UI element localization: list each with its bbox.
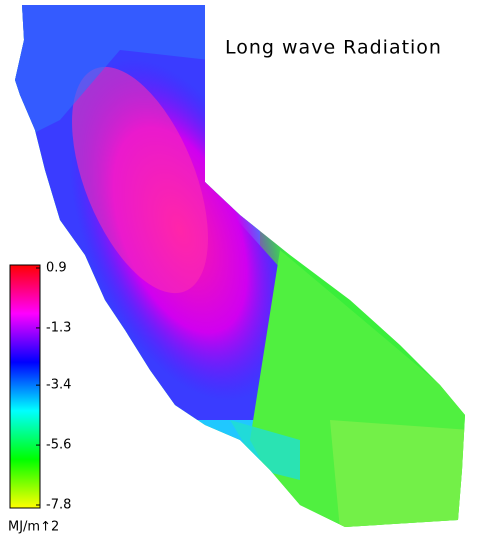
colorbar-tick-label: -1.3 — [46, 320, 71, 335]
colorbar-tick-label: -5.6 — [46, 438, 71, 453]
colorbar-tick-label: -7.8 — [46, 498, 71, 513]
map-title: Long wave Radiation — [225, 37, 442, 59]
colorbar — [9, 264, 41, 509]
colorbar-unit: MJ/m↑2 — [8, 520, 59, 535]
colorbar-tick-label: 0.9 — [46, 261, 67, 276]
colorbar-tick-label: -3.4 — [46, 378, 71, 393]
